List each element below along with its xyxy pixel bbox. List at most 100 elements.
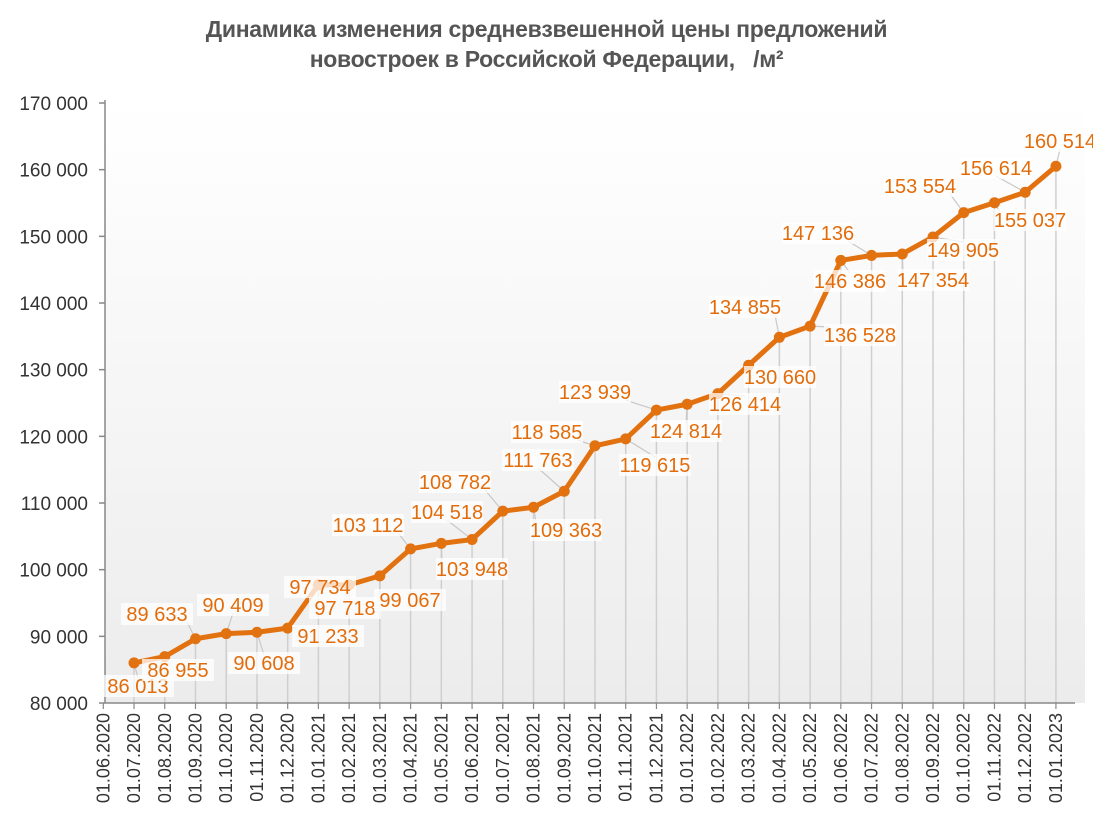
x-tick-label: 01.09.2022 bbox=[923, 713, 943, 803]
data-point bbox=[1019, 186, 1031, 198]
data-label: 97 734 bbox=[289, 577, 350, 599]
data-label-bg bbox=[121, 603, 193, 625]
data-label-bg bbox=[436, 558, 508, 580]
data-label: 126 414 bbox=[709, 394, 781, 416]
x-tick-label: 01.11.2020 bbox=[247, 713, 267, 802]
x-tick-label: 01.06.2022 bbox=[831, 713, 851, 803]
data-label: 153 554 bbox=[884, 176, 956, 198]
x-tick-label: 01.08.2021 bbox=[524, 713, 544, 803]
data-label-bg bbox=[142, 659, 214, 681]
data-label-bg bbox=[559, 381, 631, 403]
y-tick-label: 100 000 bbox=[19, 561, 88, 582]
data-point bbox=[988, 197, 1000, 209]
y-tick-label: 160 000 bbox=[19, 161, 88, 182]
data-label: 86 013 bbox=[107, 676, 168, 698]
data-label-bg bbox=[650, 420, 722, 442]
data-label: 147 354 bbox=[897, 270, 969, 292]
leader-line bbox=[625, 438, 656, 458]
data-label-bg bbox=[332, 514, 404, 536]
data-label: 103 112 bbox=[333, 515, 404, 537]
y-tick-label: 80 000 bbox=[30, 694, 88, 715]
data-label: 147 136 bbox=[782, 223, 854, 245]
data-label: 123 939 bbox=[559, 382, 631, 404]
leader-line bbox=[537, 467, 565, 492]
data-label: 130 660 bbox=[744, 367, 816, 389]
data-label: 99 067 bbox=[379, 590, 440, 612]
y-tick-label: 130 000 bbox=[19, 361, 88, 382]
data-label-bg bbox=[374, 589, 446, 611]
data-point bbox=[405, 543, 417, 555]
x-tick-label: 01.02.2022 bbox=[708, 713, 728, 803]
x-tick-label: 01.10.2020 bbox=[216, 713, 236, 803]
data-point bbox=[528, 501, 540, 513]
x-tick-label: 01.02.2021 bbox=[339, 713, 359, 803]
data-point bbox=[435, 537, 447, 549]
y-tick-label: 150 000 bbox=[19, 227, 88, 248]
data-label-bg bbox=[897, 269, 969, 291]
data-label-bg bbox=[927, 239, 999, 261]
data-point bbox=[558, 485, 570, 497]
data-label-bg bbox=[619, 454, 691, 476]
data-label: 90 608 bbox=[233, 653, 294, 675]
x-tick-label: 01.07.2020 bbox=[124, 713, 144, 803]
data-point bbox=[773, 331, 785, 343]
data-point bbox=[650, 404, 662, 416]
data-point bbox=[804, 320, 816, 332]
y-tick-label: 110 000 bbox=[21, 494, 88, 515]
data-label-bg bbox=[530, 519, 602, 541]
data-label-bg bbox=[744, 366, 816, 388]
data-point bbox=[282, 622, 294, 634]
x-tick-label: 01.06.2021 bbox=[462, 713, 482, 803]
x-tick-label: 01.06.2020 bbox=[93, 713, 113, 803]
data-point bbox=[681, 398, 693, 410]
data-point bbox=[128, 657, 140, 669]
data-label: 91 233 bbox=[297, 626, 358, 648]
data-label-bg bbox=[994, 209, 1066, 231]
x-tick-label: 01.12.2021 bbox=[646, 713, 666, 803]
data-point bbox=[251, 626, 263, 638]
data-point bbox=[866, 249, 878, 261]
data-point bbox=[374, 570, 386, 582]
x-tick-label: 01.09.2021 bbox=[554, 713, 574, 803]
data-label: 136 528 bbox=[824, 325, 896, 347]
data-label-bg bbox=[960, 157, 1032, 179]
data-label: 90 409 bbox=[202, 595, 263, 617]
x-tick-label: 01.05.2021 bbox=[431, 713, 451, 803]
data-point bbox=[620, 433, 632, 445]
y-tick-label: 170 000 bbox=[19, 94, 88, 115]
data-label: 111 763 bbox=[503, 450, 572, 472]
data-point bbox=[896, 248, 908, 260]
x-tick-label: 01.01.2021 bbox=[308, 713, 328, 803]
data-label: 119 615 bbox=[620, 455, 691, 477]
x-tick-label: 01.12.2022 bbox=[1015, 713, 1035, 803]
x-tick-label: 01.08.2020 bbox=[155, 713, 175, 803]
x-tick-label: 01.08.2022 bbox=[892, 713, 912, 803]
chart-title: Динамика изменения средневзвешенной цены… bbox=[0, 14, 1093, 74]
x-tick-label: 01.07.2022 bbox=[862, 713, 882, 803]
data-point bbox=[466, 534, 478, 546]
data-label: 160 514 bbox=[1024, 131, 1093, 153]
data-label: 118 585 bbox=[512, 422, 583, 444]
x-tick-label: 01.01.2023 bbox=[1046, 713, 1066, 803]
data-label: 134 855 bbox=[709, 297, 781, 319]
data-label-bg bbox=[709, 296, 781, 318]
data-point bbox=[220, 628, 232, 640]
data-label-bg bbox=[824, 324, 896, 346]
data-label: 104 518 bbox=[411, 502, 483, 524]
data-label-bg bbox=[419, 471, 491, 493]
data-label: 149 905 bbox=[927, 240, 999, 262]
data-point bbox=[1050, 160, 1062, 172]
x-tick-label: 01.05.2022 bbox=[800, 713, 820, 803]
data-label-bg bbox=[411, 501, 483, 523]
data-label-bg bbox=[884, 175, 956, 197]
data-label-bg bbox=[284, 576, 356, 598]
data-label-bg bbox=[814, 270, 886, 292]
data-label: 97 718 bbox=[314, 598, 375, 620]
data-label-bg bbox=[782, 222, 854, 244]
data-label-bg bbox=[197, 594, 269, 616]
data-point bbox=[497, 505, 509, 517]
x-tick-label: 01.01.2022 bbox=[677, 713, 697, 803]
data-label: 155 037 bbox=[994, 210, 1066, 232]
y-tick-label: 120 000 bbox=[19, 427, 88, 448]
